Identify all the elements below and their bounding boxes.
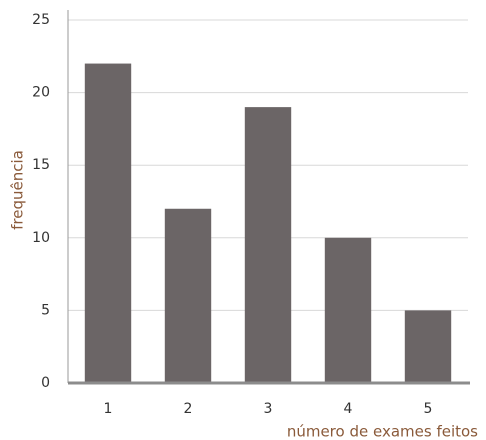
x-tick-label: 1 (104, 401, 113, 417)
bar (324, 237, 372, 383)
y-tick-label: 15 (32, 157, 50, 173)
bar (404, 310, 452, 383)
y-tick-label: 5 (41, 302, 50, 318)
y-tick-label: 10 (32, 230, 50, 246)
x-tick-label: 5 (424, 401, 433, 417)
x-tick-label: 2 (184, 401, 193, 417)
y-tick-label: 0 (41, 375, 50, 391)
x-tick-label: 4 (344, 401, 353, 417)
y-tick-label: 25 (32, 12, 50, 28)
y-tick-label: 20 (32, 85, 50, 101)
x-tick-label: 3 (264, 401, 273, 417)
x-axis-label: número de exames feitos (287, 423, 478, 440)
bar (244, 107, 292, 384)
bar (164, 208, 212, 383)
y-axis-label: frequência (9, 150, 27, 230)
bar (84, 63, 132, 384)
